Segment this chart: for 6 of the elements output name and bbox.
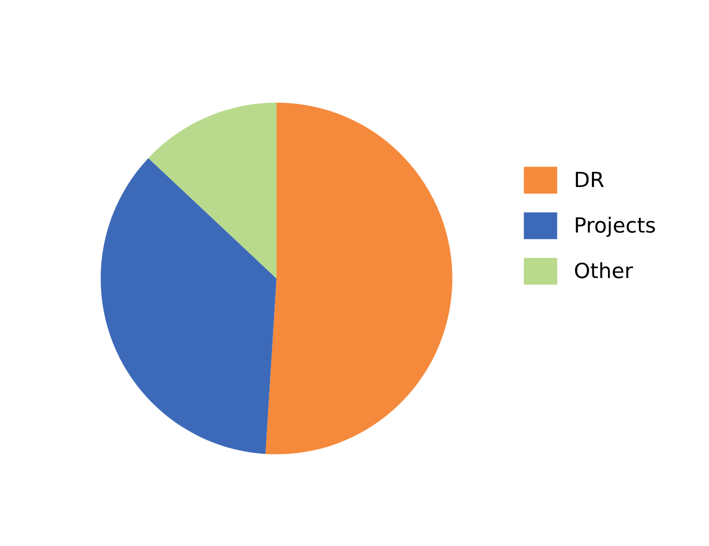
legend-label: Other bbox=[575, 262, 633, 278]
legend-label: Projects bbox=[576, 216, 655, 237]
pie-slice bbox=[148, 102, 277, 278]
pie-slice bbox=[100, 158, 277, 454]
legend-label: DR bbox=[576, 172, 604, 188]
pie-slice bbox=[265, 102, 452, 454]
